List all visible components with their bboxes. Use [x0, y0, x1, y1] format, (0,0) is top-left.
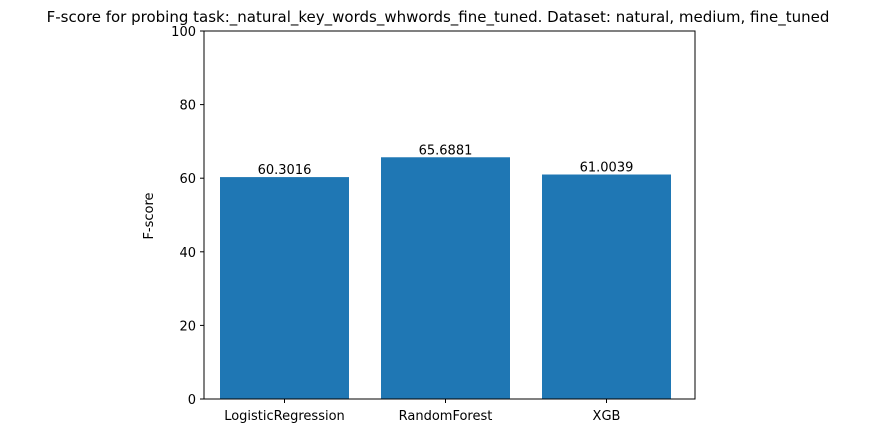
y-tick-label: 0	[188, 393, 196, 408]
bars-layer	[220, 157, 671, 399]
y-axis-label: F-score	[142, 192, 157, 239]
y-tick-label: 100	[171, 25, 196, 40]
bar-value-label: 60.3016	[258, 163, 312, 178]
bar-value-label: 65.6881	[419, 143, 473, 158]
bar-value-label: 61.0039	[580, 161, 634, 176]
y-tick-label: 20	[179, 319, 196, 334]
y-tick-label: 80	[179, 99, 196, 114]
y-tick-label: 60	[179, 172, 196, 187]
chart-title: F-score for probing task:_natural_key_wo…	[47, 8, 830, 27]
x-axis-ticks: LogisticRegression RandomForest XGB	[224, 399, 620, 424]
bar-randomforest	[381, 157, 510, 399]
x-tick-label: XGB	[593, 409, 621, 424]
plot-frame	[203, 30, 696, 400]
bar-logisticregression	[220, 177, 349, 399]
bar-xgb	[542, 174, 671, 399]
y-axis-ticks: 0 20 40 60 80 100	[171, 25, 204, 408]
bar-value-labels: 60.3016 65.6881 61.0039	[258, 143, 634, 178]
x-tick-label: LogisticRegression	[224, 409, 345, 424]
x-tick-label: RandomForest	[399, 409, 493, 424]
y-tick-label: 40	[179, 246, 196, 261]
